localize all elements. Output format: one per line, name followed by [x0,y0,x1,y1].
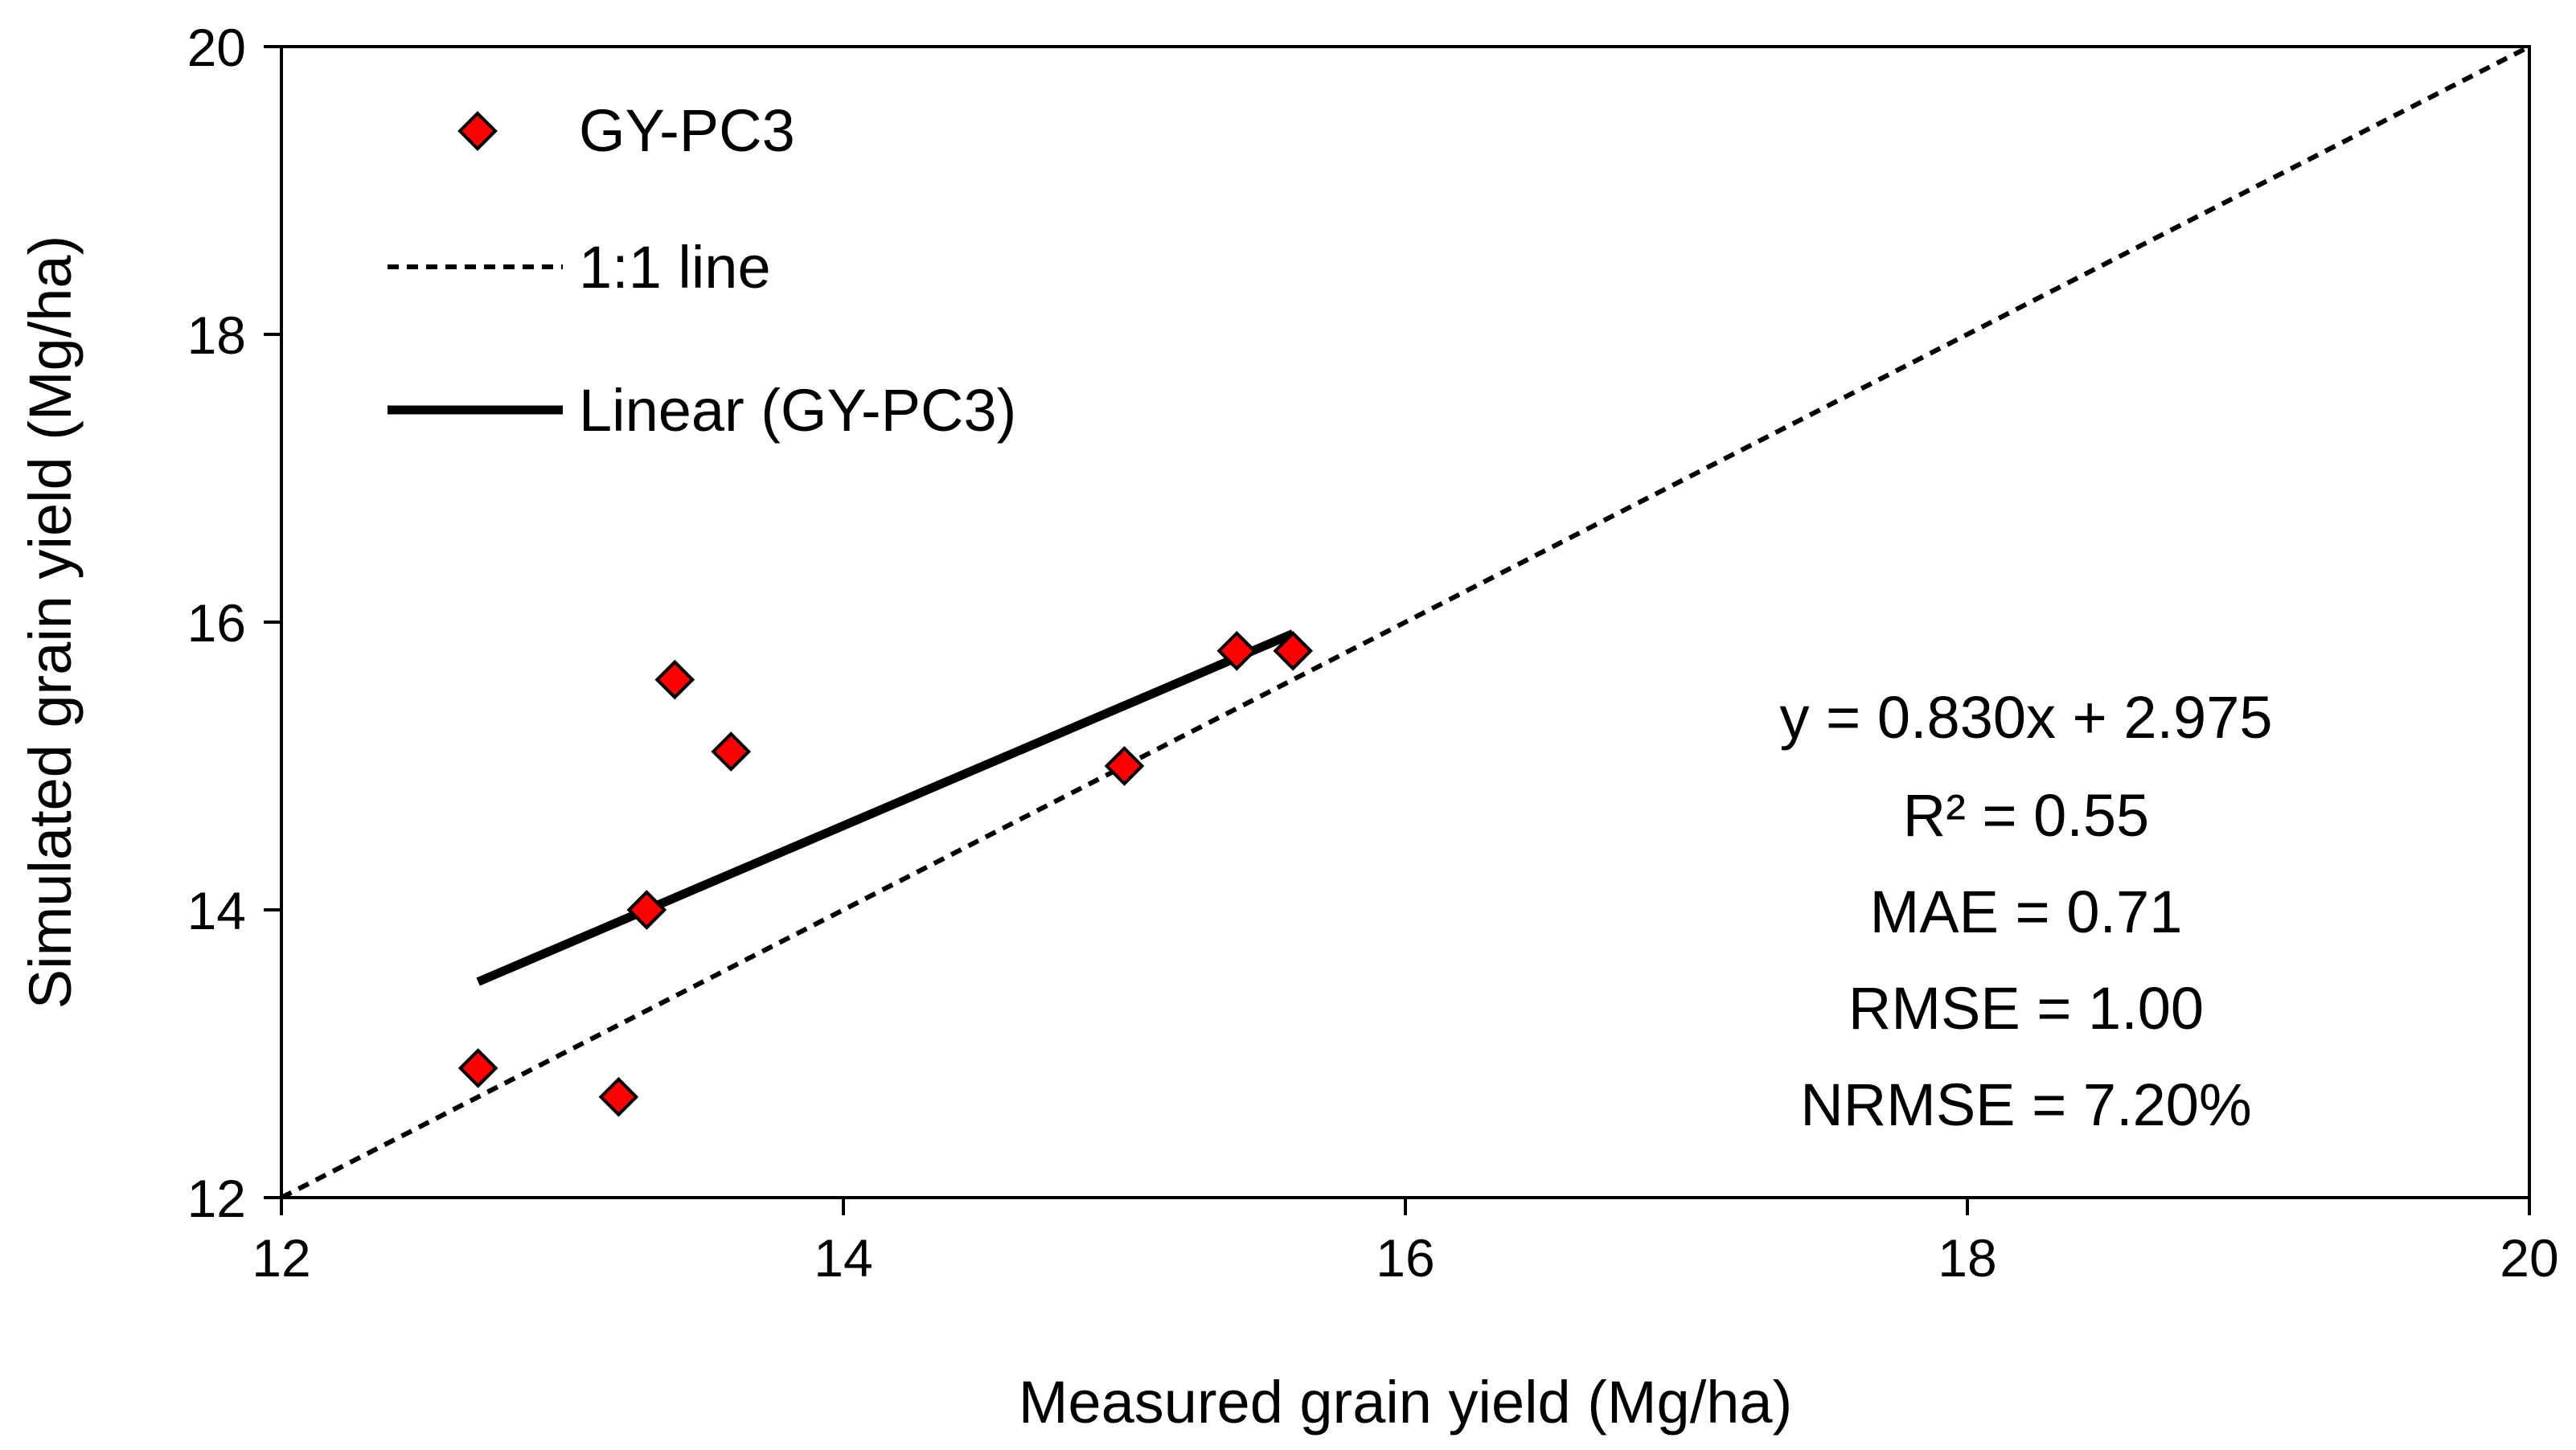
legend-label-linear-gy-pc3: Linear (GY-PC3) [579,377,1016,444]
mae-value: MAE = 0.71 [1870,879,2183,945]
linear-fit-line [476,629,1295,986]
data-point [626,890,667,930]
r-squared: R² = 0.55 [1903,782,2149,849]
legend-label-gy-pc3: GY-PC3 [579,97,795,164]
y-tick-label: 16 [187,593,246,653]
x-tick-label: 16 [1376,1228,1434,1288]
data-point [598,1076,639,1117]
y-tick-label: 20 [187,18,246,77]
data-point [654,659,695,700]
rmse-value: RMSE = 1.00 [1848,975,2204,1042]
stats-annotations: y = 0.830x + 2.975 R² = 0.55 MAE = 0.71 … [1779,684,2272,1138]
x-axis-title: Measured grain yield (Mg/ha) [1019,1369,1792,1436]
y-axis-title: Simulated grain yield (Mg/ha) [17,236,84,1009]
x-tick-label: 12 [252,1228,310,1288]
x-tick-label: 20 [2500,1228,2558,1288]
nrmse-value: NRMSE = 7.20% [1800,1071,2251,1138]
x-tick-label: 18 [1938,1228,1996,1288]
data-point [1104,746,1145,786]
axes: 12 14 16 18 20 12 14 16 18 20 [187,18,2559,1288]
x-tick-label: 14 [814,1228,872,1288]
data-point [1216,630,1257,671]
y-tick-label: 14 [187,881,246,940]
legend-label-1-1-line: 1:1 line [579,234,771,301]
series [280,44,2531,1200]
one-to-one-line [280,44,2531,1200]
y-tick-label: 18 [187,305,246,365]
y-tick-label: 12 [187,1169,246,1228]
legend-diamond-marker [457,111,498,151]
data-point [1273,630,1314,671]
regression-equation: y = 0.830x + 2.975 [1779,684,2272,751]
data-point [457,1048,498,1088]
data-point [711,731,752,772]
legend: GY-PC3 1:1 line Linear (GY-PC3) [388,97,1016,444]
